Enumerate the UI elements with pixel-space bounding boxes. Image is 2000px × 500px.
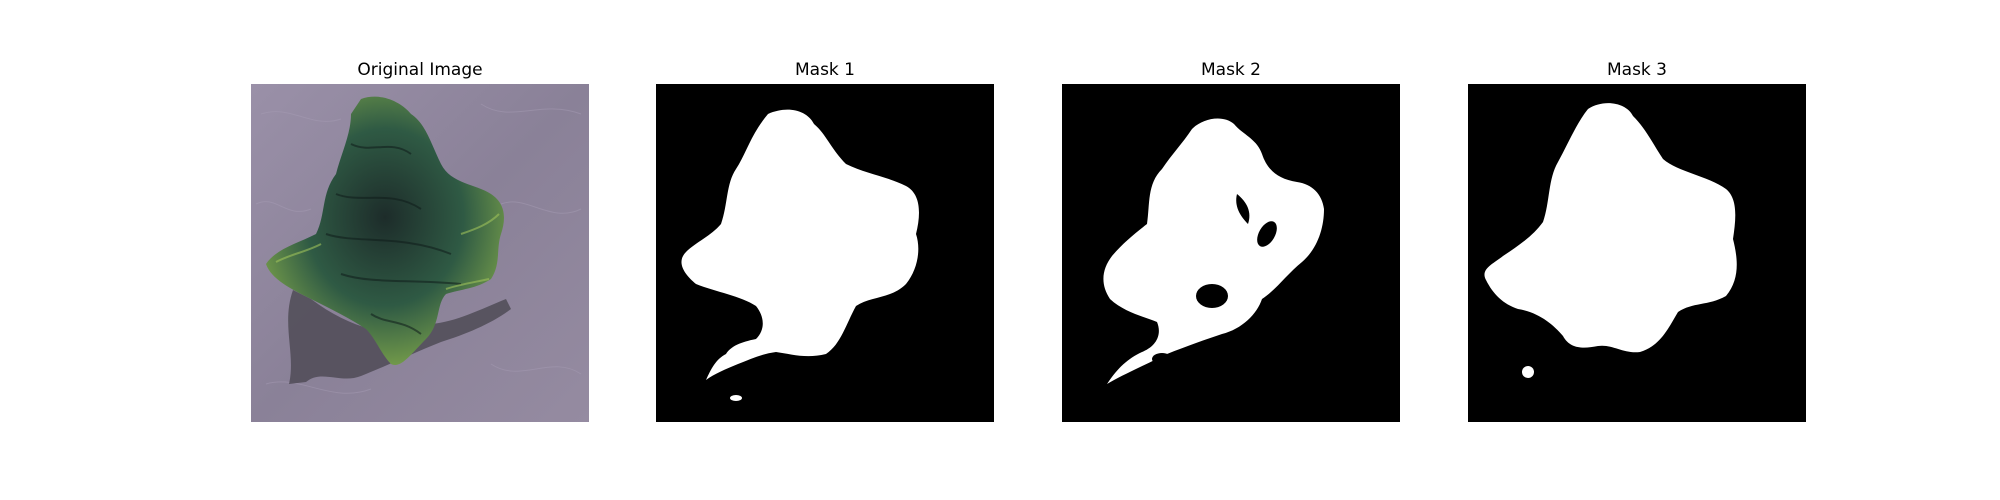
mask-1-region — [681, 109, 919, 381]
original-image — [251, 84, 589, 422]
mask-2-notch — [1236, 194, 1250, 224]
original-image-canvas — [251, 84, 589, 422]
photo-texture — [255, 103, 582, 394]
mask-1-speck — [730, 395, 742, 401]
leaf — [266, 96, 504, 365]
mask-2-hole — [1152, 353, 1172, 365]
panel-title-mask-2: Mask 2 — [1200, 60, 1261, 80]
mask-2-hole — [1196, 284, 1228, 308]
mask-3 — [1468, 84, 1806, 422]
mask-3-canvas — [1468, 84, 1806, 422]
leaf-highlights — [275, 213, 500, 290]
mask-1-canvas — [656, 84, 994, 422]
leaf-wrinkles — [325, 143, 462, 335]
mask-2-hole — [1257, 221, 1277, 247]
mask-3-region — [1484, 103, 1737, 353]
mask-2-region — [1103, 118, 1324, 385]
panel-title-mask-3: Mask 3 — [1606, 60, 1667, 80]
mask-2 — [1062, 84, 1400, 422]
mask-3-speck — [1522, 366, 1534, 378]
panel-title-mask-1: Mask 1 — [794, 60, 855, 80]
mask-2-canvas — [1062, 84, 1400, 422]
panel-title-original: Original Image — [357, 60, 483, 80]
mask-1 — [656, 84, 994, 422]
